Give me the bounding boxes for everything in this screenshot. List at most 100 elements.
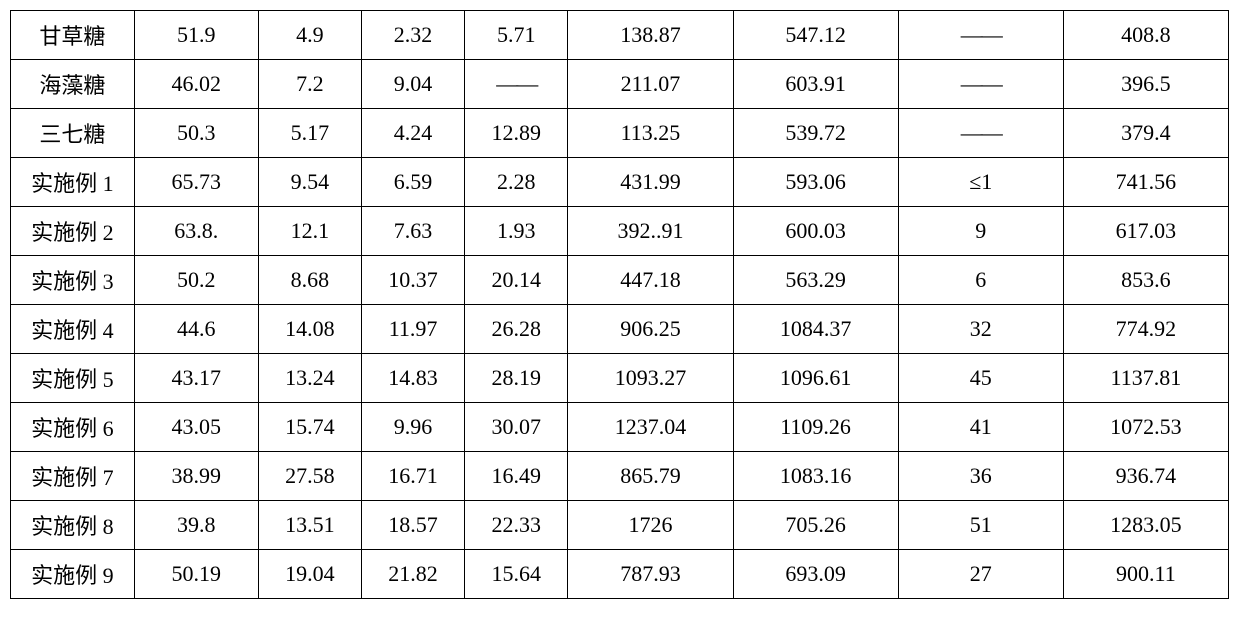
- data-cell: 1137.81: [1063, 354, 1228, 403]
- data-cell: 50.3: [134, 109, 258, 158]
- table-body: 甘草糖51.94.92.325.71138.87547.12——408.8海藻糖…: [11, 11, 1229, 599]
- data-cell: 27: [898, 550, 1063, 599]
- data-cell: 65.73: [134, 158, 258, 207]
- data-cell: ≤1: [898, 158, 1063, 207]
- row-label-cell: 实施例 9: [11, 550, 135, 599]
- data-cell: 1726: [568, 501, 733, 550]
- data-cell: ——: [465, 60, 568, 109]
- data-cell: 1083.16: [733, 452, 898, 501]
- data-cell: 18.57: [361, 501, 464, 550]
- table-row: 实施例 950.1919.0421.8215.64787.93693.09279…: [11, 550, 1229, 599]
- data-cell: 43.17: [134, 354, 258, 403]
- row-label-cell: 实施例 1: [11, 158, 135, 207]
- data-cell: 741.56: [1063, 158, 1228, 207]
- data-cell: 1237.04: [568, 403, 733, 452]
- table-row: 实施例 839.813.5118.5722.331726705.26511283…: [11, 501, 1229, 550]
- data-cell: 396.5: [1063, 60, 1228, 109]
- data-cell: 5.71: [465, 11, 568, 60]
- data-cell: 693.09: [733, 550, 898, 599]
- data-cell: 547.12: [733, 11, 898, 60]
- data-cell: 36: [898, 452, 1063, 501]
- data-table: 甘草糖51.94.92.325.71138.87547.12——408.8海藻糖…: [10, 10, 1229, 599]
- row-label-cell: 实施例 6: [11, 403, 135, 452]
- data-cell: 20.14: [465, 256, 568, 305]
- data-cell: 13.24: [258, 354, 361, 403]
- data-cell: 563.29: [733, 256, 898, 305]
- row-label-cell: 实施例 2: [11, 207, 135, 256]
- data-cell: 1283.05: [1063, 501, 1228, 550]
- data-cell: 44.6: [134, 305, 258, 354]
- table-row: 实施例 643.0515.749.9630.071237.041109.2641…: [11, 403, 1229, 452]
- data-cell: 113.25: [568, 109, 733, 158]
- data-cell: ——: [898, 109, 1063, 158]
- data-cell: 43.05: [134, 403, 258, 452]
- data-cell: 16.71: [361, 452, 464, 501]
- data-cell: 9.54: [258, 158, 361, 207]
- data-cell: 4.24: [361, 109, 464, 158]
- data-cell: 447.18: [568, 256, 733, 305]
- table-row: 海藻糖46.027.29.04——211.07603.91——396.5: [11, 60, 1229, 109]
- data-cell: 15.64: [465, 550, 568, 599]
- data-cell: 4.9: [258, 11, 361, 60]
- data-cell: 1093.27: [568, 354, 733, 403]
- data-cell: 774.92: [1063, 305, 1228, 354]
- data-cell: 936.74: [1063, 452, 1228, 501]
- row-label-cell: 实施例 3: [11, 256, 135, 305]
- data-cell: 28.19: [465, 354, 568, 403]
- data-cell: 138.87: [568, 11, 733, 60]
- row-label-cell: 实施例 7: [11, 452, 135, 501]
- row-label-cell: 三七糖: [11, 109, 135, 158]
- row-label-cell: 实施例 8: [11, 501, 135, 550]
- data-cell: 379.4: [1063, 109, 1228, 158]
- data-cell: 8.68: [258, 256, 361, 305]
- data-cell: 9: [898, 207, 1063, 256]
- table-row: 三七糖50.35.174.2412.89113.25539.72——379.4: [11, 109, 1229, 158]
- data-cell: 603.91: [733, 60, 898, 109]
- table-row: 实施例 165.739.546.592.28431.99593.06≤1741.…: [11, 158, 1229, 207]
- data-cell: 46.02: [134, 60, 258, 109]
- data-cell: 12.89: [465, 109, 568, 158]
- data-cell: 41: [898, 403, 1063, 452]
- data-cell: 1072.53: [1063, 403, 1228, 452]
- data-cell: 7.2: [258, 60, 361, 109]
- data-cell: 50.2: [134, 256, 258, 305]
- data-cell: 431.99: [568, 158, 733, 207]
- data-cell: 408.8: [1063, 11, 1228, 60]
- row-label-cell: 实施例 5: [11, 354, 135, 403]
- data-cell: 14.83: [361, 354, 464, 403]
- data-cell: 26.28: [465, 305, 568, 354]
- table-row: 实施例 738.9927.5816.7116.49865.791083.1636…: [11, 452, 1229, 501]
- data-cell: 22.33: [465, 501, 568, 550]
- data-cell: 600.03: [733, 207, 898, 256]
- data-cell: 211.07: [568, 60, 733, 109]
- data-cell: 5.17: [258, 109, 361, 158]
- table-row: 实施例 444.614.0811.9726.28906.251084.37327…: [11, 305, 1229, 354]
- data-cell: 16.49: [465, 452, 568, 501]
- data-cell: 15.74: [258, 403, 361, 452]
- table-row: 甘草糖51.94.92.325.71138.87547.12——408.8: [11, 11, 1229, 60]
- data-cell: 45: [898, 354, 1063, 403]
- data-cell: 14.08: [258, 305, 361, 354]
- data-cell: 11.97: [361, 305, 464, 354]
- data-cell: 865.79: [568, 452, 733, 501]
- data-cell: 51: [898, 501, 1063, 550]
- data-cell: 39.8: [134, 501, 258, 550]
- data-cell: 27.58: [258, 452, 361, 501]
- data-cell: 9.96: [361, 403, 464, 452]
- data-cell: 392..91: [568, 207, 733, 256]
- data-cell: ——: [898, 60, 1063, 109]
- data-cell: 593.06: [733, 158, 898, 207]
- data-cell: 900.11: [1063, 550, 1228, 599]
- data-cell: 19.04: [258, 550, 361, 599]
- data-cell: 38.99: [134, 452, 258, 501]
- table-row: 实施例 350.28.6810.3720.14447.18563.296853.…: [11, 256, 1229, 305]
- table-row: 实施例 263.8.12.17.631.93392..91600.039617.…: [11, 207, 1229, 256]
- data-cell: 539.72: [733, 109, 898, 158]
- data-cell: 6: [898, 256, 1063, 305]
- data-cell: 21.82: [361, 550, 464, 599]
- data-cell: 30.07: [465, 403, 568, 452]
- data-cell: 1.93: [465, 207, 568, 256]
- row-label-cell: 甘草糖: [11, 11, 135, 60]
- data-cell: 617.03: [1063, 207, 1228, 256]
- data-cell: 2.28: [465, 158, 568, 207]
